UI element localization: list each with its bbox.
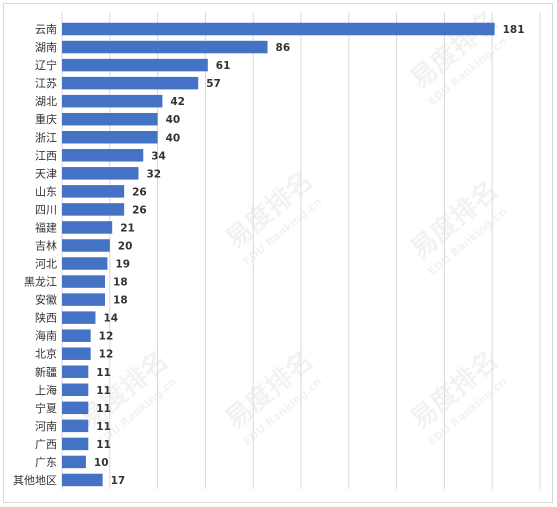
category-label: 云南 bbox=[35, 23, 57, 36]
category-label: 湖南 bbox=[35, 41, 57, 54]
data-label: 17 bbox=[111, 475, 126, 487]
category-label: 河南 bbox=[35, 420, 57, 433]
bar bbox=[62, 383, 89, 397]
data-label: 57 bbox=[206, 78, 221, 90]
bar bbox=[62, 311, 96, 324]
bar bbox=[62, 419, 89, 433]
category-label: 黑龙江 bbox=[24, 276, 57, 289]
data-label: 19 bbox=[115, 259, 130, 271]
bar bbox=[62, 167, 139, 180]
category-label: 辽宁 bbox=[35, 58, 57, 72]
bar bbox=[62, 149, 144, 162]
bar bbox=[62, 239, 110, 252]
category-label: 新疆 bbox=[35, 365, 57, 379]
category-label: 陕西 bbox=[35, 311, 57, 325]
data-label: 11 bbox=[96, 439, 111, 451]
bar bbox=[62, 221, 113, 234]
bar bbox=[62, 40, 268, 54]
category-label: 安徽 bbox=[35, 293, 57, 307]
bar bbox=[62, 76, 199, 90]
bar bbox=[62, 347, 91, 360]
bar bbox=[62, 473, 103, 487]
bar bbox=[62, 131, 158, 144]
data-label: 61 bbox=[216, 60, 231, 72]
bar bbox=[62, 293, 106, 306]
data-label: 34 bbox=[151, 150, 166, 162]
bar bbox=[62, 185, 125, 198]
category-label: 上海 bbox=[35, 383, 57, 397]
bar bbox=[62, 94, 163, 108]
bar bbox=[62, 401, 89, 415]
category-label: 浙江 bbox=[35, 131, 57, 144]
bar bbox=[62, 257, 108, 270]
category-label: 宁夏 bbox=[35, 401, 57, 415]
data-label: 11 bbox=[96, 421, 111, 433]
bar bbox=[62, 365, 89, 378]
bar bbox=[62, 203, 125, 216]
data-label: 10 bbox=[94, 457, 109, 469]
data-label: 181 bbox=[503, 24, 525, 36]
category-label: 吉林 bbox=[35, 238, 57, 252]
category-label: 山东 bbox=[35, 185, 57, 198]
bar bbox=[62, 112, 158, 126]
data-label: 18 bbox=[113, 277, 128, 289]
category-label: 北京 bbox=[35, 347, 57, 361]
data-label: 20 bbox=[118, 240, 133, 252]
category-label: 其他地区 bbox=[13, 474, 57, 487]
data-label: 86 bbox=[276, 42, 291, 54]
category-label: 江西 bbox=[35, 149, 57, 162]
data-label: 18 bbox=[113, 295, 128, 307]
data-label: 12 bbox=[99, 331, 114, 343]
data-label: 11 bbox=[96, 403, 111, 415]
category-label: 江苏 bbox=[35, 77, 57, 90]
bar bbox=[62, 275, 106, 288]
category-label: 海南 bbox=[35, 329, 57, 343]
bar bbox=[62, 437, 89, 451]
data-label: 11 bbox=[96, 367, 111, 379]
data-label: 21 bbox=[120, 222, 135, 234]
bar bbox=[62, 22, 495, 36]
category-label: 湖北 bbox=[35, 95, 57, 108]
category-label: 广东 bbox=[35, 456, 57, 469]
bar bbox=[62, 455, 86, 469]
data-label: 42 bbox=[170, 96, 185, 108]
category-label: 广西 bbox=[35, 438, 57, 451]
data-label: 32 bbox=[146, 168, 161, 180]
data-label: 26 bbox=[132, 204, 147, 216]
category-label: 四川 bbox=[35, 203, 57, 216]
data-label: 14 bbox=[103, 313, 118, 325]
bars bbox=[62, 22, 495, 487]
data-label: 40 bbox=[166, 114, 181, 126]
category-label: 天津 bbox=[35, 167, 57, 180]
bar bbox=[62, 58, 208, 72]
category-label: 福建 bbox=[35, 220, 57, 234]
data-label: 40 bbox=[166, 132, 181, 144]
labels: 云南 181 湖南 86 辽宁 61 江苏 57 湖北 42 重庆 40 浙江 40 江西 34 天津 32 山东 2… bbox=[13, 23, 525, 487]
category-label: 重庆 bbox=[35, 112, 57, 126]
bar bbox=[62, 329, 91, 342]
data-label: 26 bbox=[132, 186, 147, 198]
data-label: 12 bbox=[99, 349, 114, 361]
data-label: 11 bbox=[96, 385, 111, 397]
category-label: 河北 bbox=[35, 258, 57, 271]
